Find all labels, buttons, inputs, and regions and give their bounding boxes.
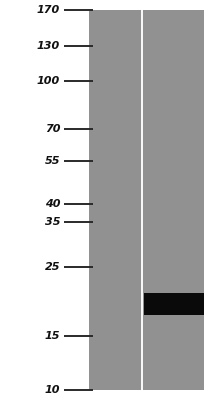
Text: 10: 10 (45, 385, 60, 395)
Text: 55: 55 (45, 156, 60, 166)
Text: 130: 130 (37, 41, 60, 51)
Text: 70: 70 (45, 124, 60, 134)
Text: 40: 40 (45, 199, 60, 209)
Bar (144, 293, 204, 314)
Text: 35: 35 (45, 217, 60, 227)
Bar (141, 10, 143, 390)
Text: 15: 15 (45, 331, 60, 341)
Bar (89, 10, 204, 390)
Text: 170: 170 (37, 5, 60, 15)
Text: 100: 100 (37, 76, 60, 86)
Text: 25: 25 (45, 262, 60, 272)
